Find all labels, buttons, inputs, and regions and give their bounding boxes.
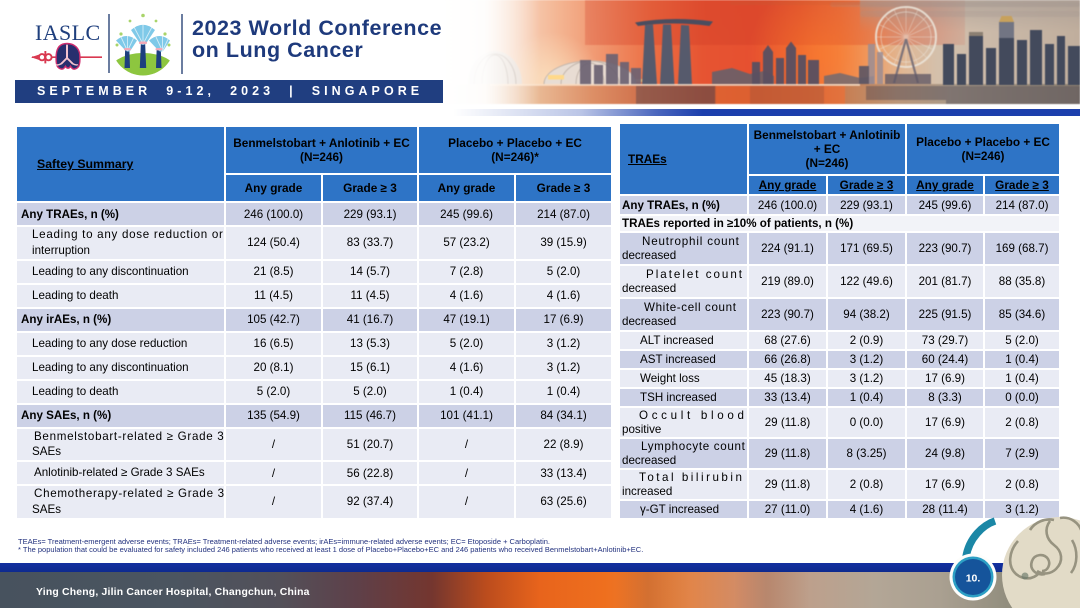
svg-text:10.: 10. xyxy=(966,573,981,585)
